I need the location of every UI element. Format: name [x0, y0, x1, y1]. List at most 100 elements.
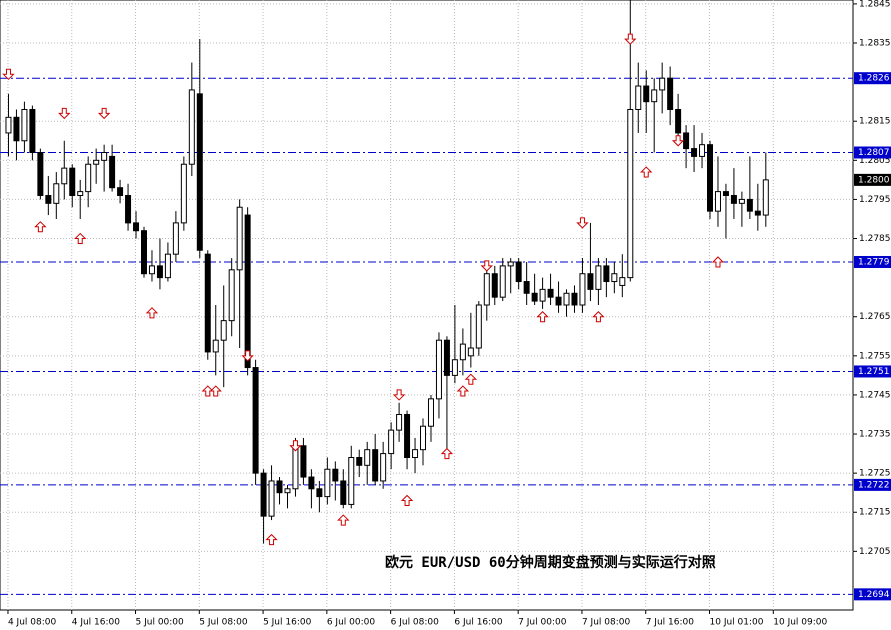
x-tick-label: 6 Jul 00:00 — [327, 618, 376, 628]
last-price-label: 1.2800 — [858, 175, 890, 185]
candle-body — [356, 457, 363, 466]
up-signal — [337, 514, 350, 526]
candle-body — [117, 187, 124, 197]
plot-frame — [0, 0, 854, 611]
x-tick-label: 4 Jul 16:00 — [72, 618, 121, 628]
down-signal — [58, 107, 71, 120]
up-signal — [640, 166, 653, 178]
down-signal — [392, 389, 406, 401]
down-signal — [671, 135, 685, 147]
down-signal — [480, 260, 493, 272]
x-tick-label: 7 Jul 00:00 — [518, 618, 567, 628]
candle-body — [683, 132, 690, 150]
candle-body — [412, 449, 419, 458]
y-tick-label: 1.2815 — [859, 117, 891, 127]
last-price-box — [854, 173, 891, 186]
candle-body — [659, 77, 666, 91]
up-signal — [265, 533, 278, 546]
y-tick-label: 1.2755 — [859, 351, 891, 361]
candle-body — [77, 191, 84, 197]
candle-body — [523, 281, 530, 294]
candle-body — [252, 367, 259, 474]
y-tick-label: 1.2735 — [859, 430, 891, 440]
candle-body — [388, 429, 395, 455]
candle-body — [5, 116, 12, 134]
candle-body — [37, 152, 44, 197]
level-label: 1.2751 — [858, 367, 890, 377]
candle-body — [443, 339, 450, 376]
candle-body — [427, 398, 434, 427]
x-tick-label: 6 Jul 08:00 — [391, 618, 440, 628]
up-signal — [201, 385, 214, 397]
candle-body — [459, 343, 466, 361]
candle-body — [762, 179, 769, 216]
up-signal — [209, 385, 222, 397]
x-tick-label: 10 Jul 01:00 — [710, 618, 764, 628]
candle-body — [571, 292, 578, 306]
candle-body — [236, 206, 243, 271]
candle-body — [699, 144, 706, 157]
level-label: 1.2694 — [858, 590, 890, 600]
down-signal — [576, 217, 589, 229]
candle-body — [292, 445, 299, 490]
candle-body — [738, 198, 745, 204]
candle-body — [396, 413, 403, 431]
candle-body — [212, 339, 219, 353]
candle-body — [133, 222, 140, 232]
candle-body — [547, 288, 554, 298]
candle-body — [93, 159, 100, 165]
level-label-box — [854, 588, 891, 601]
x-tick-label: 7 Jul 16:00 — [646, 618, 695, 628]
candle-body — [300, 445, 307, 478]
candle-body — [284, 488, 291, 494]
candle-body — [13, 116, 20, 142]
candle-body — [364, 449, 371, 466]
level-label-box — [854, 255, 891, 268]
y-tick-label: 1.2765 — [859, 312, 891, 322]
candle-body — [730, 195, 737, 204]
down-signal — [289, 440, 302, 452]
level-label-box — [854, 365, 891, 378]
candle-body — [563, 292, 570, 306]
x-tick-label: 5 Jul 00:00 — [136, 618, 185, 628]
y-tick-label: 1.2745 — [859, 390, 891, 400]
down-signal — [624, 33, 637, 45]
candle-body — [220, 320, 227, 341]
candle-body — [244, 214, 251, 369]
candle-body — [308, 476, 315, 490]
x-tick-label: 4 Jul 08:00 — [8, 618, 57, 628]
level-label-box — [854, 146, 891, 159]
up-signal — [536, 311, 549, 323]
candle-body — [156, 265, 163, 279]
candle-body — [380, 453, 387, 482]
candle-body — [69, 167, 76, 197]
candle-body — [348, 457, 355, 505]
candle-body — [491, 273, 498, 298]
up-signal — [711, 256, 725, 268]
candle-body — [587, 273, 594, 290]
candle-body — [29, 108, 36, 154]
candle-body — [61, 167, 68, 185]
candle-body — [611, 273, 618, 283]
candle-body — [172, 222, 179, 255]
candle-body — [754, 210, 761, 216]
candle-body — [21, 108, 28, 142]
y-tick-label: 1.2845 — [859, 0, 891, 9]
level-label: 1.2779 — [858, 257, 890, 267]
candle-body — [324, 468, 331, 498]
candle-body — [651, 89, 658, 103]
up-signal — [456, 385, 470, 397]
candle-body — [204, 253, 211, 353]
down-signal — [97, 107, 111, 120]
candle-body — [507, 261, 514, 267]
candle-body — [140, 230, 147, 275]
candle-body — [188, 89, 195, 165]
candle-body — [196, 93, 203, 251]
candle-body — [675, 108, 682, 134]
annotation: 欧元 EUR/USD 60分钟周期变盘预测与实际运行对照 — [385, 554, 716, 571]
down-signal — [2, 68, 15, 81]
x-tick-label: 5 Jul 16:00 — [263, 618, 312, 628]
y-tick-label: 1.2715 — [859, 508, 891, 518]
y-tick-label: 1.2795 — [859, 195, 891, 205]
